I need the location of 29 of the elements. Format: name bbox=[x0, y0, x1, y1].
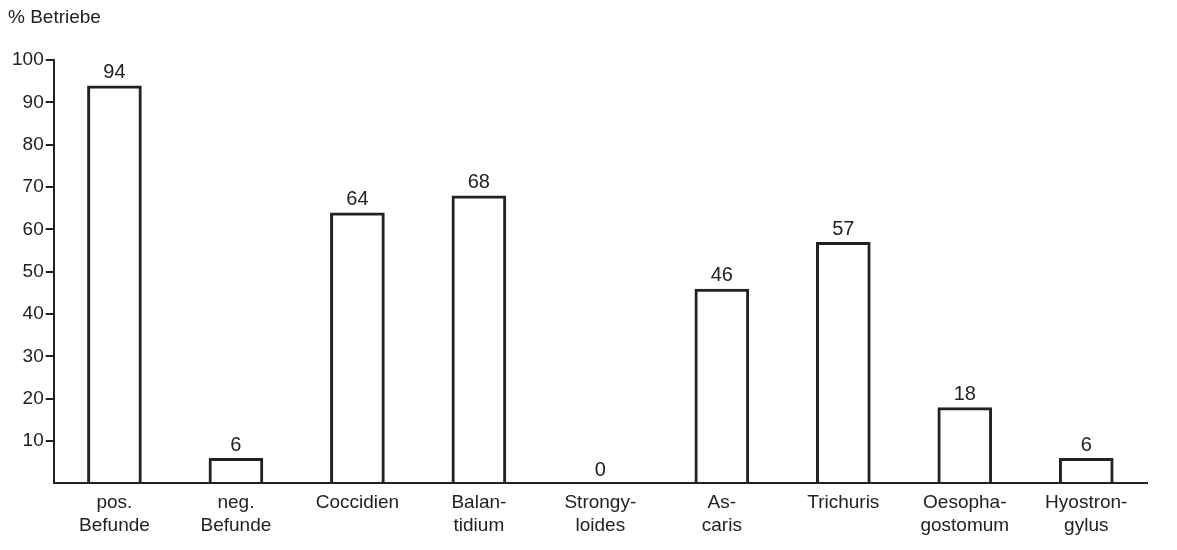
x-tick-label: As- caris bbox=[701, 491, 742, 535]
y-axis-title: % Betriebe bbox=[8, 6, 101, 28]
x-tick-label: Balan- tidium bbox=[451, 491, 507, 535]
y-tick-label: 10 bbox=[22, 429, 44, 451]
data-label: 94 bbox=[103, 59, 126, 82]
y-tick-label: 70 bbox=[22, 175, 44, 197]
x-tick-label: Strongy- loides bbox=[564, 491, 637, 535]
x-tick-label: Oesopha- gostomum bbox=[920, 491, 1010, 535]
data-label: 6 bbox=[1080, 432, 1092, 455]
x-tick-label: neg. Befunde bbox=[200, 491, 272, 535]
y-tick-label: 50 bbox=[22, 259, 44, 281]
x-tick-label: Trichuris bbox=[807, 491, 880, 513]
y-tick-label: 90 bbox=[22, 90, 44, 112]
y-tick-label: 30 bbox=[22, 344, 44, 366]
data-label: 57 bbox=[832, 216, 855, 239]
y-tick-label: 20 bbox=[22, 386, 44, 408]
data-label: 68 bbox=[467, 170, 490, 192]
x-tick-label: Hyostron- gylus bbox=[1045, 491, 1128, 535]
y-tick-label: 100 bbox=[12, 48, 44, 70]
y-tick-label: 40 bbox=[22, 302, 44, 324]
data-label: 18 bbox=[953, 381, 976, 404]
data-label: 46 bbox=[710, 263, 733, 286]
data-label: 64 bbox=[346, 186, 369, 209]
x-tick-label: pos. Befunde bbox=[79, 491, 150, 535]
data-label: 0 bbox=[594, 457, 606, 480]
y-tick-label: 80 bbox=[22, 132, 44, 154]
x-tick-label: Coccidien bbox=[315, 491, 400, 513]
y-tick-label: 60 bbox=[22, 217, 44, 239]
data-label: 6 bbox=[230, 432, 242, 455]
